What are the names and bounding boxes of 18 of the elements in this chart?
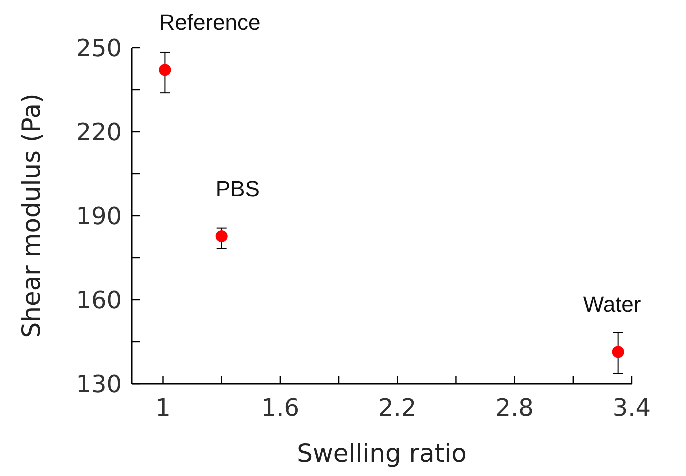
y-tick-label: 250 xyxy=(76,34,122,62)
y-tick-label: 160 xyxy=(76,286,122,314)
y-tick-label: 190 xyxy=(76,202,122,230)
x-tick-label: 2.2 xyxy=(378,394,417,422)
point xyxy=(216,230,228,242)
y-tick-label: 130 xyxy=(76,370,122,398)
point xyxy=(612,346,624,358)
x-axis-title: Swelling ratio xyxy=(297,439,467,468)
annotation: PBS xyxy=(216,176,260,202)
x-tick-label: 1.6 xyxy=(261,394,300,422)
y-tick-label: 220 xyxy=(76,118,122,146)
x-tick-label: 3.4 xyxy=(612,394,652,422)
x-tick-label: 1 xyxy=(156,394,171,422)
x-tick-label: 2.8 xyxy=(496,394,534,422)
y-axis-title: Shear modulus (Pa) xyxy=(17,94,46,338)
annotation: Water xyxy=(583,292,642,318)
point xyxy=(159,64,172,76)
annotation: Reference xyxy=(159,10,261,36)
